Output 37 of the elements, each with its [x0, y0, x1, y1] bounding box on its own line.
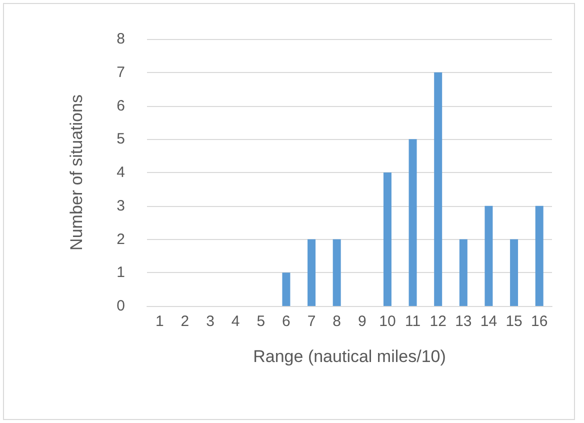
x-tick-label: 8: [332, 313, 342, 330]
y-tick-label: 1: [116, 264, 125, 282]
x-tick-label: 12: [430, 313, 446, 330]
bar: [434, 72, 442, 306]
y-tick-label: 0: [116, 298, 125, 314]
y-tick-label: 7: [116, 64, 125, 81]
x-tick-label: 13: [455, 313, 472, 330]
x-tick-label: 4: [231, 313, 240, 330]
y-tick-label: 8: [116, 30, 125, 48]
x-tick-label: 3: [206, 313, 214, 330]
x-tick-label: 11: [404, 313, 421, 330]
x-tick-label: 15: [506, 313, 522, 330]
bar: [484, 206, 493, 306]
x-tick-label: 9: [358, 313, 366, 330]
x-tick-label: 7: [307, 313, 316, 330]
x-tick-label: 2: [180, 313, 190, 330]
bar: [383, 172, 392, 306]
bar: [408, 139, 417, 306]
x-axis-title: Range (nautical miles/10): [253, 347, 446, 366]
x-tick-label: 1: [155, 313, 164, 330]
x-tick-label: 14: [480, 313, 498, 330]
bar: [282, 272, 290, 306]
y-tick-label: 6: [116, 97, 125, 114]
x-tick-label: 10: [379, 313, 396, 330]
bar: [510, 239, 518, 306]
bar: [308, 239, 316, 306]
y-tick-label: 4: [116, 164, 125, 181]
bar: [459, 239, 468, 306]
bar: [535, 206, 544, 306]
x-tick-label: 5: [256, 313, 266, 330]
y-tick-label: 2: [116, 230, 125, 248]
x-tick-label: 16: [531, 313, 548, 330]
y-tick-label: 5: [116, 130, 125, 148]
y-tick-label: 3: [116, 197, 125, 214]
bar: [332, 239, 341, 306]
y-axis-title: Number of situations: [67, 94, 86, 250]
x-tick-label: 6: [282, 313, 290, 330]
